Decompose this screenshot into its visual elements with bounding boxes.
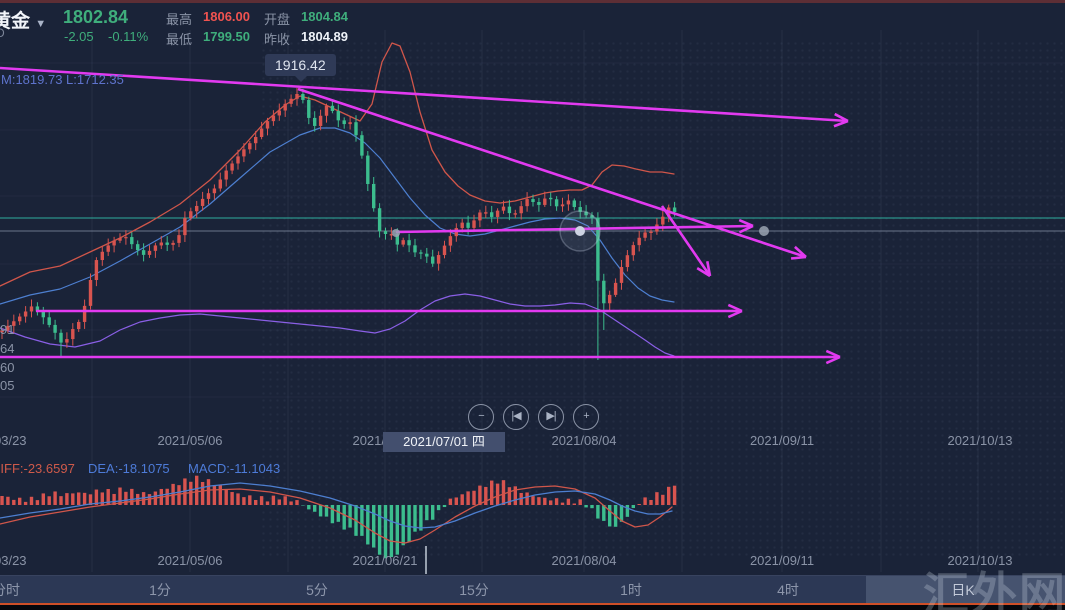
- watermark: 汇外网: [923, 568, 1065, 610]
- skip-end-button[interactable]: ▶|: [538, 404, 564, 430]
- timeframe-5分[interactable]: 5分: [306, 582, 328, 598]
- timeframe-4时[interactable]: 4时: [777, 582, 799, 598]
- top-strip: [0, 0, 1065, 3]
- symbol-code: D: [0, 26, 5, 40]
- main-axis-date-label: 2021/09/11: [749, 433, 815, 448]
- selected-date-badge: 2021/07/01 四: [383, 432, 505, 452]
- main-axis-date-label: 2021/03/23: [0, 433, 27, 448]
- macd-axis-date-label: 2021/10/13: [947, 553, 1013, 568]
- skip-start-button[interactable]: |◀: [503, 404, 529, 430]
- macd-value-label: MACD:-11.1043: [188, 461, 281, 476]
- timeframe-15分[interactable]: 15分: [459, 582, 489, 598]
- price-level-label: 64: [0, 341, 15, 356]
- last-price: 1802.84: [63, 7, 129, 27]
- bottom-black-bar: [0, 605, 1065, 610]
- stat-label-high: 最高: [166, 12, 193, 27]
- macd-axis-date-label: 2021/06/21: [352, 553, 418, 568]
- chevron-down-icon: ▼: [35, 18, 47, 30]
- stat-label-low: 最低: [166, 32, 193, 47]
- stat-value-low: 1799.50: [203, 29, 250, 44]
- peak-price-tooltip: 1916.42: [265, 54, 336, 82]
- stat-value-high: 1806.00: [203, 9, 250, 24]
- price-change: -2.05: [64, 29, 94, 44]
- symbol-name[interactable]: 黄金 ▼: [0, 11, 47, 32]
- timeframe-1分[interactable]: 1分: [149, 582, 171, 598]
- macd-dea-label: DEA:-18.1075: [88, 461, 170, 476]
- main-axis-date-label: 2021/10/13: [947, 433, 1013, 448]
- timeframe-分时[interactable]: 分时: [0, 582, 20, 598]
- macd-axis-date-label: 2021/03/23: [0, 553, 27, 568]
- price-level-label: 05: [0, 378, 15, 393]
- timeframe-1时[interactable]: 1时: [620, 582, 642, 598]
- macd-axis-date-label: 2021/08/04: [551, 553, 617, 568]
- timeframe-toolbar: 分时 1分 5分 15分 1时 4时 日K: [0, 575, 1065, 604]
- bottom-accent-line: [0, 603, 1065, 605]
- macd-axis-date-label: 2021/05/06: [157, 553, 223, 568]
- timeframe-日K[interactable]: 日K: [951, 582, 975, 598]
- stat-label-open: 开盘: [264, 12, 291, 27]
- price-level-label: 91: [0, 322, 15, 337]
- macd-diff-label: DIFF:-23.6597: [0, 461, 75, 476]
- price-level-label: 60: [0, 360, 15, 375]
- boll-indicator-label: M:1819.73 L:1712.35: [1, 72, 124, 87]
- stat-value-prev-close: 1804.89: [301, 29, 348, 44]
- stat-value-open: 1804.84: [301, 9, 348, 24]
- zoom-in-button[interactable]: +: [573, 404, 599, 430]
- macd-axis-date-label: 2021/09/11: [749, 553, 815, 568]
- main-axis-date-label: 2021/05/06: [157, 433, 223, 448]
- price-change-pct: -0.11%: [108, 29, 149, 44]
- zoom-out-button[interactable]: −: [468, 404, 494, 430]
- main-axis-date-label: 2021/08/04: [551, 433, 617, 448]
- selected-timeframe-highlight: [866, 576, 1065, 604]
- stat-label-prev-close: 昨收: [264, 32, 291, 47]
